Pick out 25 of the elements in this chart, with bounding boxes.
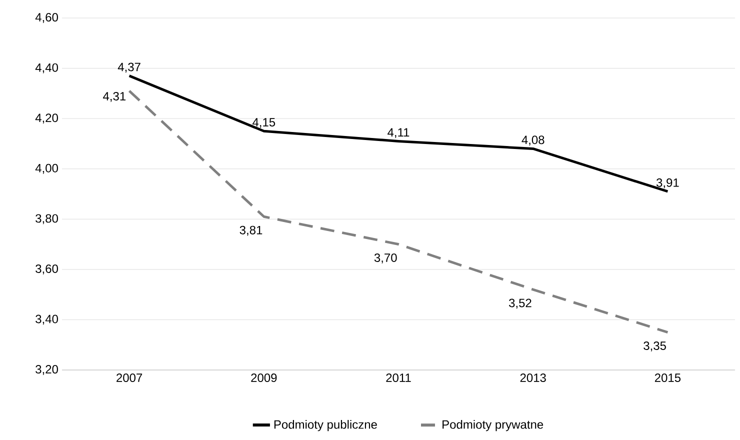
data-label: 4,37 bbox=[118, 62, 140, 73]
y-tick-label: 3,40 bbox=[36, 314, 58, 325]
y-tick-label: 3,80 bbox=[36, 214, 58, 224]
y-tick-label: 4,20 bbox=[35, 114, 58, 124]
data-label: 3,70 bbox=[374, 253, 397, 264]
legend-label: Podmioty prywatne bbox=[442, 420, 544, 432]
data-label: 4,11 bbox=[388, 128, 410, 138]
x-tick-label: 2013 bbox=[520, 374, 546, 382]
data-label: 4,08 bbox=[522, 136, 544, 146]
data-label: 3,81 bbox=[240, 226, 262, 236]
x-tick-label: 2007 bbox=[116, 374, 142, 382]
data-label: 3,35 bbox=[644, 341, 666, 352]
data-label: 3,91 bbox=[656, 178, 679, 188]
y-tick-label: 3,60 bbox=[36, 264, 58, 274]
x-tick-label: 2011 bbox=[386, 374, 411, 382]
y-tick-label: 4,00 bbox=[35, 164, 58, 174]
y-tick-label: 3,20 bbox=[36, 365, 58, 375]
x-tick-label: 2015 bbox=[654, 374, 681, 382]
y-tick-label: 4,60 bbox=[35, 13, 58, 23]
x-tick-label: 2009 bbox=[251, 374, 277, 382]
data-label: 4,15 bbox=[252, 118, 276, 128]
y-tick-label: 4,40 bbox=[35, 63, 58, 74]
legend-label: Podmioty publiczne bbox=[274, 420, 377, 432]
data-label: 4,31 bbox=[103, 92, 126, 102]
data-label: 3,52 bbox=[509, 298, 532, 309]
